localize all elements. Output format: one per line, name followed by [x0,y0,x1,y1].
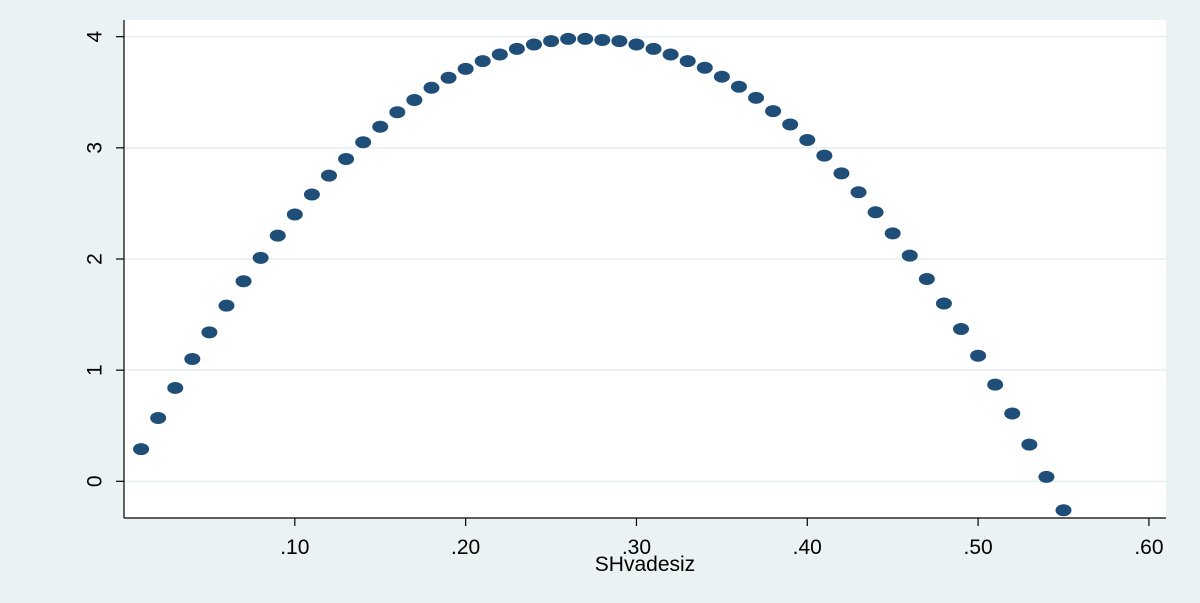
x-axis-ticks: .10 .20 .30 .40 .50 .60 [280,518,1164,559]
data-point [816,149,833,162]
data-point [748,91,765,104]
data-point [491,48,508,61]
data-point [918,273,935,286]
data-point [1021,438,1038,451]
data-point [150,411,167,424]
x-tick-label: .30 [622,536,651,559]
data-point [1038,470,1055,483]
data-point [218,299,235,312]
data-point [406,94,423,107]
data-point [765,105,782,118]
data-point [799,134,816,147]
data-point [696,61,713,74]
data-point [953,323,970,336]
data-point [577,32,594,45]
data-point [389,106,406,119]
data-point [269,229,286,242]
data-point [423,81,440,94]
data-point [867,206,884,219]
x-tick-label: .50 [963,536,992,559]
data-point [235,275,252,288]
data-point [730,80,747,93]
x-tick-label: .60 [1134,536,1163,559]
data-point [167,381,184,394]
data-point [355,136,372,149]
data-points [133,32,1072,517]
data-point [252,251,269,264]
grid-lines [124,35,1166,483]
y-tick-label: 0 [84,475,107,487]
data-point [286,208,303,221]
data-point [970,349,987,362]
data-point [850,186,867,199]
y-tick-label: 3 [84,142,107,154]
y-tick-label: 2 [84,253,107,265]
data-point [713,70,730,83]
data-point [611,35,628,48]
data-point [782,118,799,131]
data-point [594,34,611,47]
data-point [508,42,525,55]
x-tick-label: .10 [280,536,309,559]
x-tick-label: .20 [451,536,480,559]
x-axis-title: SHvadesiz [595,553,695,576]
data-point [645,42,662,55]
x-tick-label: .40 [793,536,822,559]
data-point [133,443,150,456]
plot-area [124,20,1166,518]
data-point [662,48,679,61]
data-point [560,32,577,45]
y-axis-ticks: 0 1 2 3 4 [84,31,124,487]
data-point [338,152,355,165]
data-point [884,227,901,240]
data-point [372,120,389,133]
axes [123,20,1166,519]
data-point [1055,504,1072,517]
data-point [320,169,337,182]
data-point [525,38,542,51]
data-point [679,55,696,68]
data-point [474,55,491,68]
data-point [987,378,1004,391]
data-point [201,326,218,339]
data-point [184,353,201,366]
data-point [833,167,850,180]
data-point [440,71,457,84]
y-tick-label: 1 [84,364,107,376]
data-point [457,62,474,75]
data-point [935,297,952,310]
y-tick-label: 4 [84,31,107,43]
data-point [543,35,560,48]
data-point [303,188,320,201]
data-point [628,38,645,51]
data-point [901,249,918,262]
data-point [1004,407,1021,420]
